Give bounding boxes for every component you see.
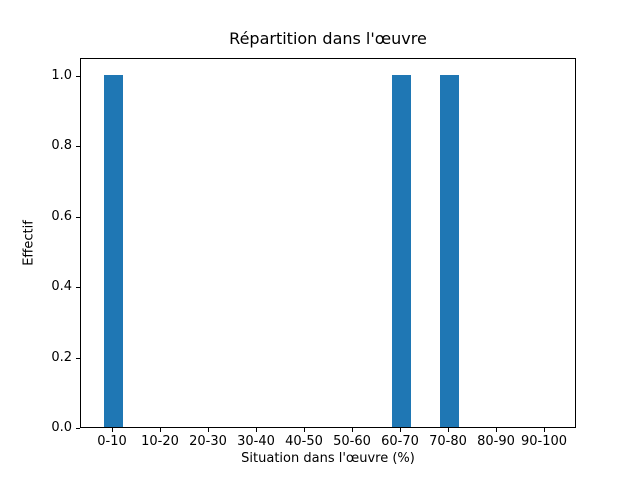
x-tick <box>544 428 545 432</box>
x-tick-label: 70-80 <box>429 434 467 449</box>
x-tick <box>448 428 449 432</box>
x-tick <box>400 428 401 432</box>
y-tick <box>76 357 80 359</box>
x-tick-label: 10-20 <box>141 434 179 449</box>
y-tick <box>76 75 80 77</box>
chart-title: Répartition dans l'œuvre <box>229 29 427 48</box>
x-tick-label: 20-30 <box>189 434 227 449</box>
x-tick <box>160 428 161 432</box>
bar-70-80 <box>439 74 459 427</box>
y-axis-label: Effectif <box>21 220 37 266</box>
y-tick-label: 0.2 <box>51 349 72 365</box>
x-tick <box>256 428 257 432</box>
x-tick <box>352 428 353 432</box>
x-tick <box>112 428 113 432</box>
y-tick <box>76 216 80 218</box>
y-tick <box>76 287 80 289</box>
x-tick-label: 90-100 <box>520 434 568 449</box>
y-tick-label: 1.0 <box>51 67 72 83</box>
x-tick-label: 0-10 <box>97 434 127 449</box>
bar-60-70 <box>391 74 411 427</box>
x-tick <box>208 428 209 432</box>
y-tick-label: 0.4 <box>51 279 72 295</box>
x-tick <box>304 428 305 432</box>
y-tick-label: 0.8 <box>51 138 72 154</box>
x-axis-label: Situation dans l'œuvre (%) <box>241 451 415 466</box>
x-tick-label: 50-60 <box>333 434 371 449</box>
x-tick-label: 60-70 <box>381 434 419 449</box>
x-tick <box>496 428 497 432</box>
x-tick-label: 40-50 <box>285 434 323 449</box>
y-tick <box>76 146 80 148</box>
x-tick-label: 80-90 <box>477 434 515 449</box>
bar-0-10 <box>103 74 123 427</box>
x-tick-label: 30-40 <box>237 434 275 449</box>
y-tick-label: 0.6 <box>51 208 72 224</box>
y-tick-label: 0.0 <box>51 420 72 435</box>
y-tick <box>76 428 80 429</box>
plot-area <box>80 58 576 428</box>
